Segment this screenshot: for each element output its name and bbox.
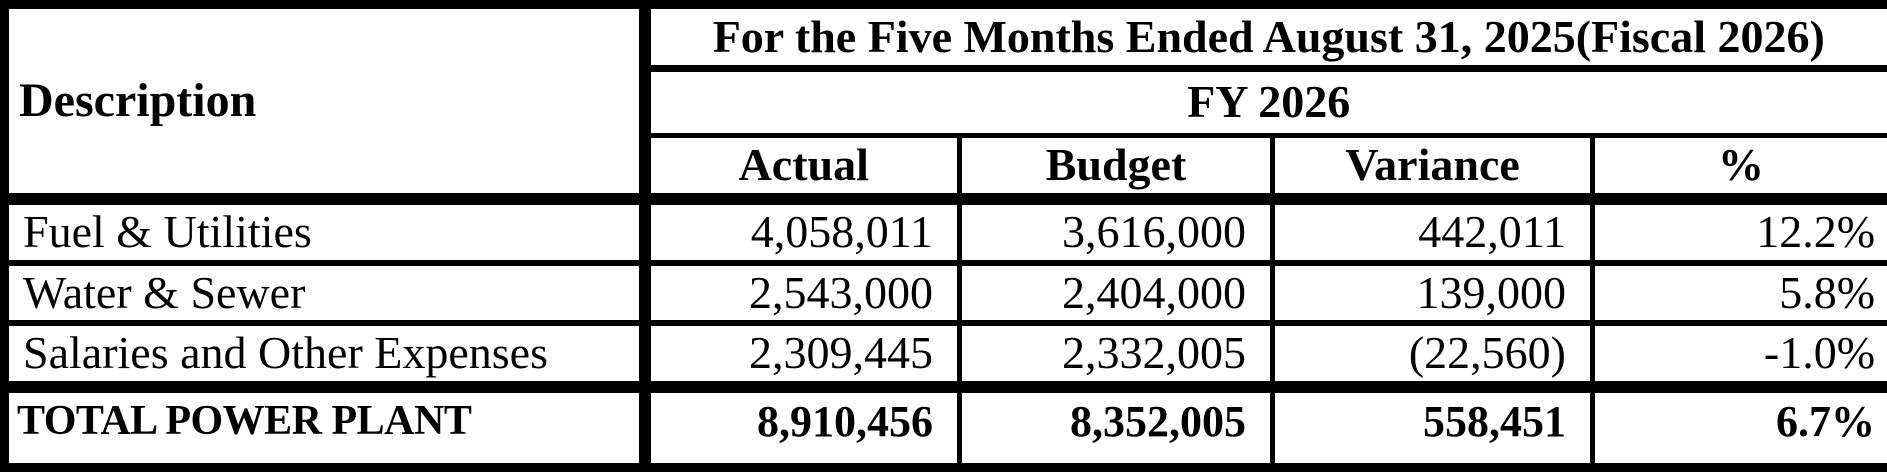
variance-cell: 442,011 xyxy=(1270,196,1595,266)
percent-cell: 12.2% xyxy=(1589,196,1887,266)
table-row-fuel-utilities: Fuel & Utilities 4,058,011 3,616,000 442… xyxy=(2,196,1887,266)
period-header-cell: For the Five Months Ended August 31, 202… xyxy=(641,2,1887,72)
total-variance-cell: 558,451 xyxy=(1270,384,1595,471)
column-header-variance: Variance xyxy=(1270,132,1595,205)
variance-cell: (22,560) xyxy=(1270,320,1595,394)
total-actual-cell: 8,910,456 xyxy=(642,384,962,471)
total-row: TOTAL POWER PLANT 8,910,456 8,352,005 55… xyxy=(2,384,1887,471)
row-label-cell: Water & Sewer xyxy=(2,260,651,327)
actual-cell: 2,309,445 xyxy=(642,320,962,394)
column-header-actual: Actual xyxy=(642,132,962,205)
total-label-cell: TOTAL POWER PLANT xyxy=(2,384,651,471)
row-label-cell: Salaries and Other Expenses xyxy=(2,320,651,394)
actual-cell: 4,058,011 xyxy=(642,196,962,266)
column-header-percent: % xyxy=(1589,132,1887,205)
row-label-cell: Fuel & Utilities xyxy=(2,196,651,266)
percent-cell: -1.0% xyxy=(1589,320,1887,394)
table-row-water-sewer: Water & Sewer 2,543,000 2,404,000 139,00… xyxy=(2,260,1887,327)
budget-cell: 2,404,000 xyxy=(957,260,1275,327)
table-row-salaries-other-expenses: Salaries and Other Expenses 2,309,445 2,… xyxy=(2,320,1887,394)
total-percent-cell: 6.7% xyxy=(1589,384,1887,471)
column-header-budget: Budget xyxy=(957,132,1275,205)
budget-cell: 3,616,000 xyxy=(957,196,1275,266)
description-header-cell: Description xyxy=(2,1,651,205)
actual-cell: 2,543,000 xyxy=(642,260,962,327)
percent-cell: 5.8% xyxy=(1589,260,1887,327)
header-row-fiscal-year: FY 2026 xyxy=(5,65,1887,138)
header-row-columns: Actual Budget Variance % xyxy=(5,132,1887,205)
budget-cell: 2,332,005 xyxy=(957,320,1275,394)
header-row-period: Description For the Five Months Ended Au… xyxy=(2,1,1887,205)
variance-cell: 139,000 xyxy=(1270,260,1595,327)
total-budget-cell: 8,352,005 xyxy=(957,384,1275,471)
fiscal-year-header-cell: FY 2026 xyxy=(641,65,1887,138)
